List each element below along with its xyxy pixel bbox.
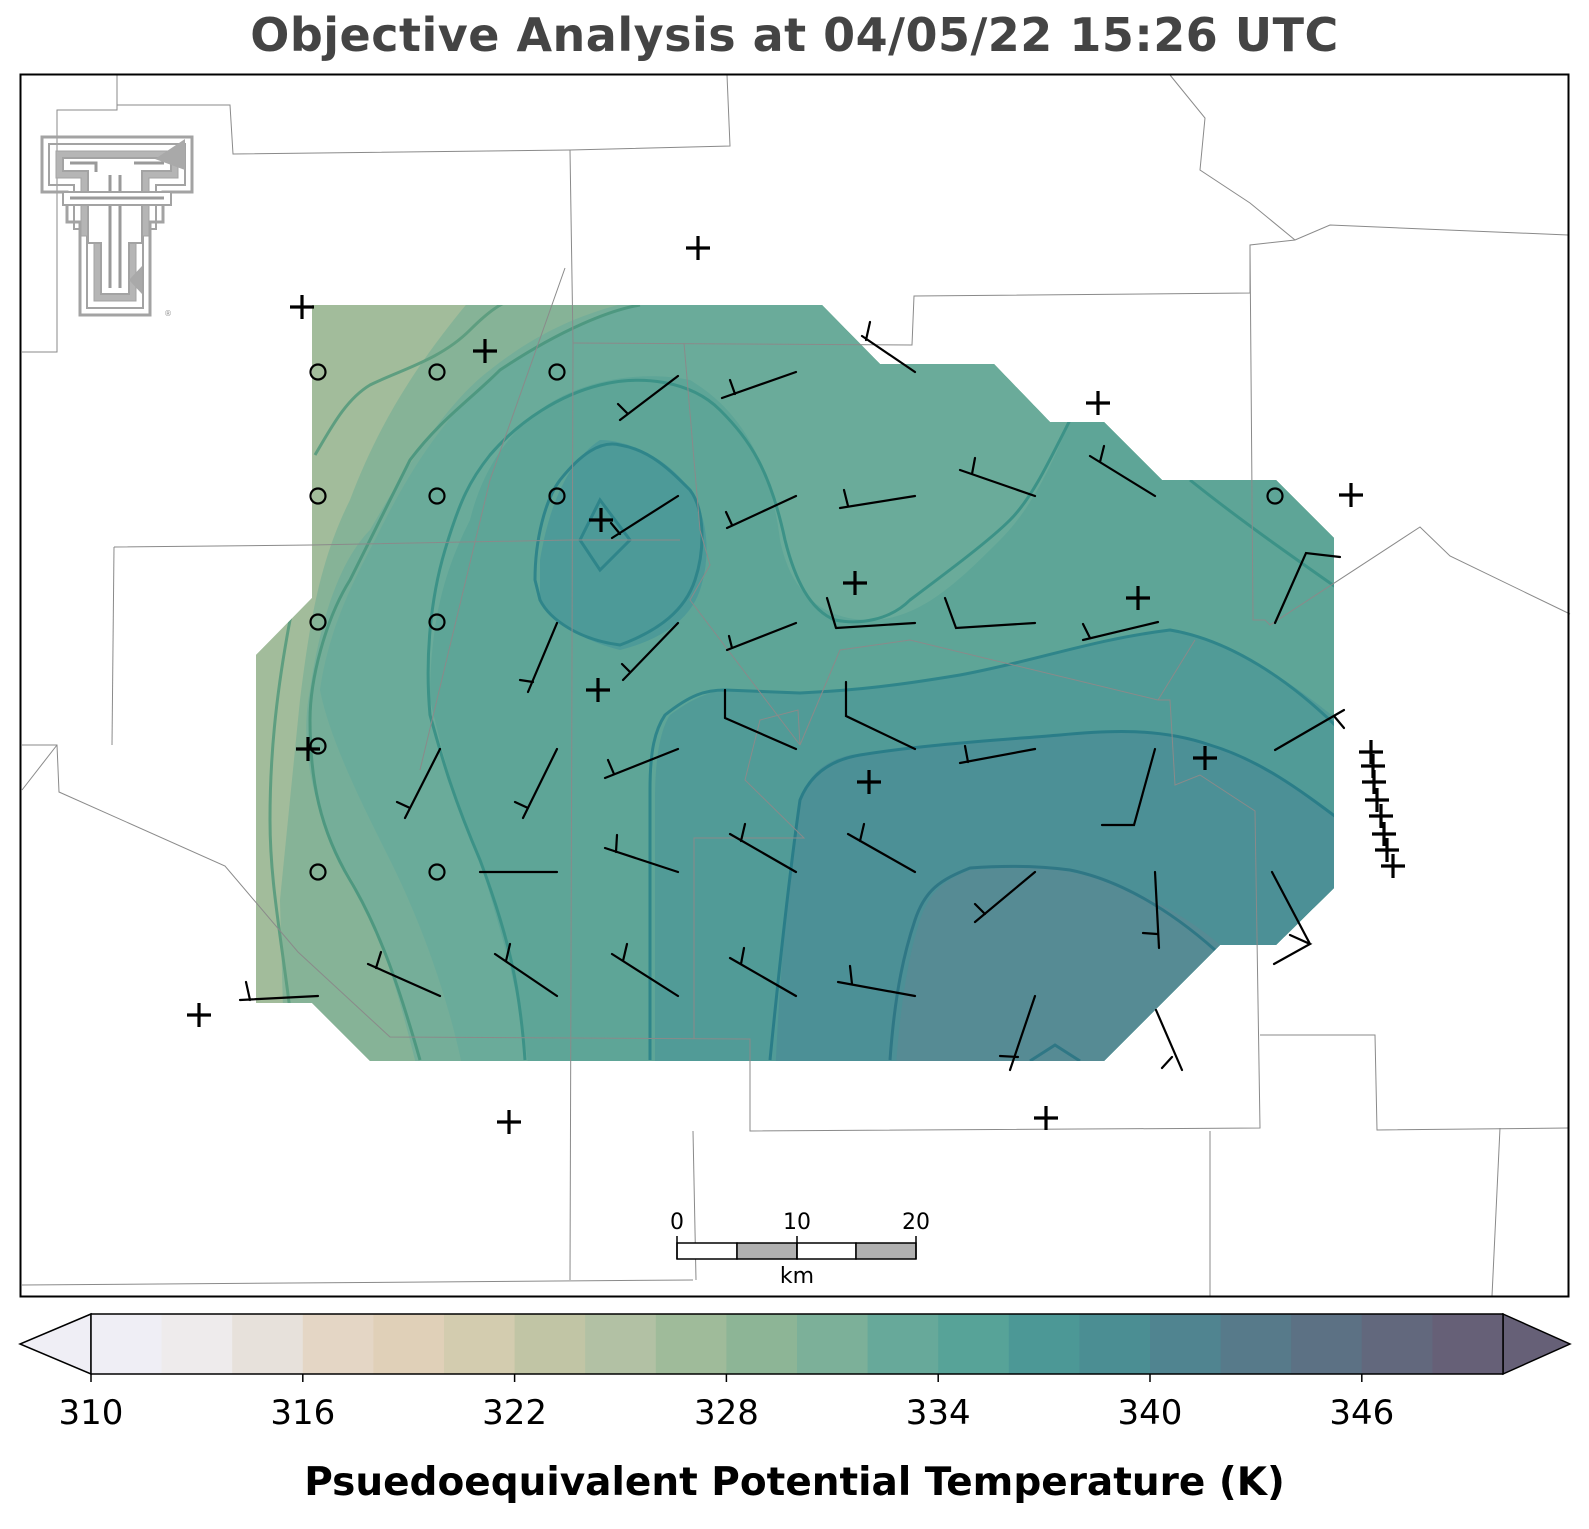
colorbar-tick-label: 316 [270, 1393, 335, 1433]
colorbar-segment [797, 1314, 869, 1374]
colorbar-segment [1291, 1314, 1363, 1374]
colorbar-tick-label: 334 [906, 1393, 971, 1433]
colorbar-segments [18, 1312, 1572, 1376]
texas-tech-double-t-logo: ® [40, 135, 194, 318]
station-plus-markers [187, 236, 1405, 1134]
county-boundaries [21, 74, 1571, 1297]
colorbar-segment [655, 1314, 727, 1374]
colorbar-segment [726, 1314, 798, 1374]
colorbar-tick-label: 328 [694, 1393, 759, 1433]
scale-tick-20: 20 [902, 1210, 930, 1235]
colorbar-tick-label: 310 [59, 1393, 124, 1433]
colorbar-segment [514, 1314, 586, 1374]
colorbar-segment [1150, 1314, 1222, 1374]
colorbar-extend-low [18, 1312, 92, 1376]
wind-barbs [238, 320, 1346, 1072]
scale-tick-0: 0 [670, 1210, 684, 1235]
colorbar-segment [867, 1314, 939, 1374]
theta-e-contour-fill [256, 305, 1334, 1061]
colorbar-tick-label: 346 [1329, 1393, 1394, 1433]
colorbar-segment [938, 1314, 1010, 1374]
colorbar-extend-high [1502, 1312, 1572, 1376]
colorbar-segment [1361, 1314, 1433, 1374]
colorbar-segment [1008, 1314, 1080, 1374]
analysis-map: ® 0 10 20 km [19, 73, 1571, 1298]
colorbar-label: Psuedoequivalent Potential Temperature (… [304, 1460, 1285, 1505]
scale-tick-10: 10 [783, 1210, 811, 1235]
colorbar-segment [585, 1314, 657, 1374]
colorbar-frame [90, 1313, 1504, 1375]
colorbar-segment [302, 1314, 374, 1374]
colorbar-segment [1220, 1314, 1292, 1374]
calm-station-markers [309, 363, 1284, 881]
colorbar-segment [444, 1314, 516, 1374]
colorbar-segment [91, 1314, 163, 1374]
colorbar-segment [1432, 1314, 1504, 1374]
scale-bar: 0 10 20 km [670, 1210, 930, 1289]
colorbar-segment [232, 1314, 304, 1374]
chart-title: Objective Analysis at 04/05/22 15:26 UTC [250, 8, 1339, 62]
registered-mark: ® [164, 309, 172, 318]
colorbar-tick-label: 322 [482, 1393, 547, 1433]
colorbar-segment [373, 1314, 445, 1374]
colorbar-segment [1079, 1314, 1151, 1374]
map-frame [19, 73, 1570, 1298]
scale-unit-label: km [780, 1264, 814, 1289]
colorbar-segment [161, 1314, 233, 1374]
colorbar-ticks: 310 316 322 328 334 340 346 [59, 1374, 1394, 1433]
colorbar-tick-label: 340 [1118, 1393, 1183, 1433]
